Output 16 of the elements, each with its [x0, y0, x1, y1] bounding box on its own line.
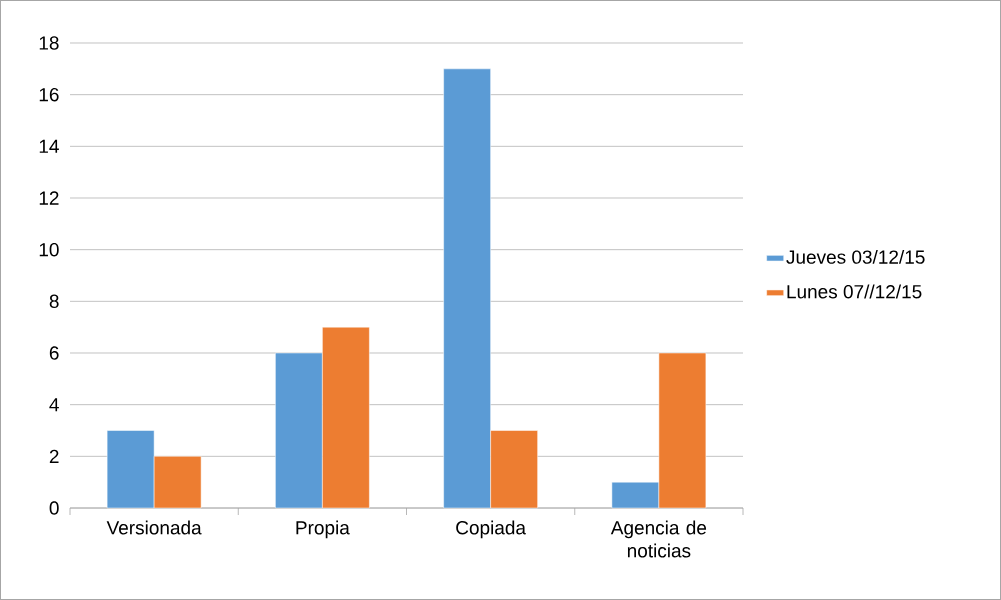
y-tick-label: 18 — [39, 36, 59, 50]
x-tick-label: Versionada — [106, 520, 202, 535]
y-tick-label: 10 — [39, 242, 59, 257]
x-tick-label: Agencia de noticias — [610, 520, 707, 558]
y-tick-label: 14 — [39, 139, 59, 153]
y-tick-label: 2 — [49, 449, 59, 463]
x-tick-label: Copiada — [456, 520, 526, 539]
y-tick-label: 12 — [39, 191, 59, 205]
y-tick-label: 0 — [49, 501, 59, 515]
y-tick-label: 6 — [49, 346, 59, 360]
y-tick-label: 8 — [49, 294, 59, 309]
legend-label: Jueves 03/12/15 — [786, 249, 925, 264]
y-tick-label: 16 — [39, 87, 59, 102]
x-tick-label: Propia — [296, 520, 350, 539]
legend-label: Lunes 07//12/15 — [787, 284, 922, 299]
y-tick-label: 4 — [49, 398, 59, 412]
